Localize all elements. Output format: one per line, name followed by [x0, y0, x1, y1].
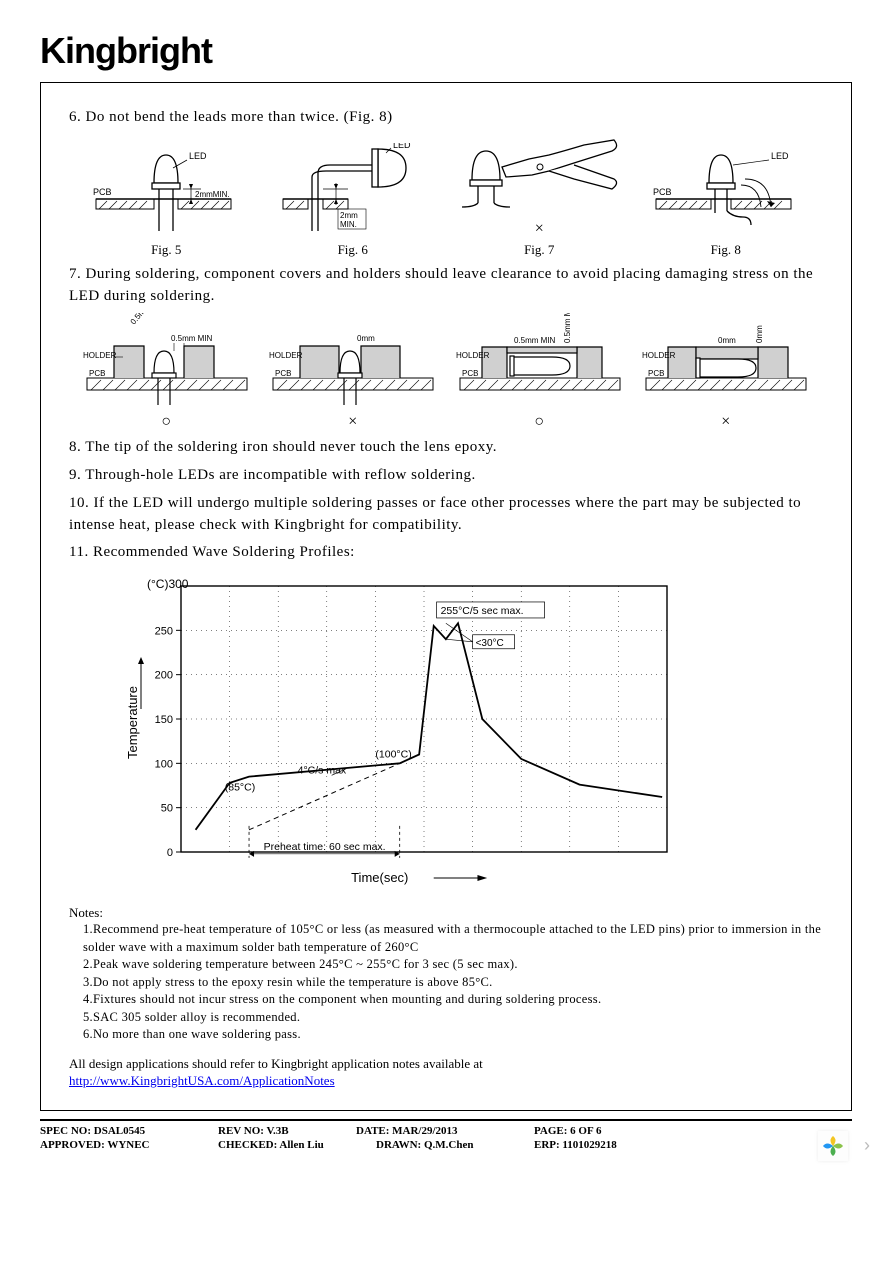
footer: SPEC NO: DSAL0545 REV NO: V.3B DATE: MAR…: [40, 1119, 852, 1151]
footer-line-2: APPROVED: WYNEC CHECKED: Allen Liu DRAWN…: [40, 1139, 852, 1151]
svg-text:HOLDER: HOLDER: [83, 351, 117, 360]
note-2: 2.Peak wave soldering temperature betwee…: [69, 956, 823, 974]
svg-text:PCB: PCB: [648, 369, 664, 378]
footer-drawn: DRAWN: Q.M.Chen: [376, 1139, 506, 1151]
fig7-label: Fig. 7: [446, 242, 633, 258]
figure-8: LED PCB Fig. 8: [633, 143, 820, 258]
figure-5: LED PCB 2mmMIN. Fig. 5: [73, 143, 260, 258]
holder-diagram-2: HOLDER PCB 0mm ×: [260, 313, 447, 431]
svg-text:250: 250: [155, 625, 173, 637]
footer-page: PAGE: 6 OF 6: [534, 1125, 602, 1137]
brand-logo: Kingbright: [40, 30, 852, 72]
svg-text:Temperature: Temperature: [125, 686, 140, 759]
fig5-pcb-label: PCB: [93, 187, 112, 197]
d2-mark: ×: [260, 413, 447, 431]
note-1: 1.Recommend pre-heat temperature of 105°…: [69, 921, 823, 956]
figure-row-2: HOLDER PCB 0.5mm MIN 0.5mm MIN ○: [69, 313, 823, 431]
fig8-led-label: LED: [771, 151, 789, 161]
nav-widget: ›: [818, 1131, 880, 1161]
instruction-10: 10. If the LED will undergo multiple sol…: [69, 493, 823, 537]
svg-text:0mm: 0mm: [755, 325, 764, 343]
holder-diagram-3: HOLDER PCB 0.5mm MIN 0.5mm MIN ○: [446, 313, 633, 431]
footer-spec: SPEC NO: DSAL0545: [40, 1125, 190, 1137]
content-box: 6. Do not bend the leads more than twice…: [40, 82, 852, 1111]
d1-mark: ○: [73, 413, 260, 431]
soldering-profile-chart: 0 50 100 150 200 250 (°C)300 Temperature Time(se…: [119, 572, 679, 897]
svg-text:(100°C): (100°C): [375, 748, 411, 760]
figure-6: LED 2mm MIN. Fig. 6: [260, 143, 447, 258]
instruction-9: 9. Through-hole LEDs are incompatible wi…: [69, 465, 823, 487]
d4-mark: ×: [633, 413, 820, 431]
instruction-8: 8. The tip of the soldering iron should …: [69, 437, 823, 459]
fig5-led-label: LED: [189, 151, 207, 161]
fig8-label: Fig. 8: [633, 242, 820, 258]
svg-text:200: 200: [155, 670, 173, 682]
next-page-arrow[interactable]: ›: [854, 1133, 880, 1159]
fig6-dim: 2mm: [340, 211, 358, 220]
svg-text:0.5mm MIN: 0.5mm MIN: [563, 313, 572, 343]
svg-text:HOLDER: HOLDER: [269, 351, 303, 360]
svg-text:PCB: PCB: [275, 369, 291, 378]
svg-text:Time(sec): Time(sec): [351, 870, 408, 885]
svg-text:HOLDER: HOLDER: [456, 351, 490, 360]
note-4: 4.Fixtures should not incur stress on th…: [69, 991, 823, 1009]
footer-erp: ERP: 1101029218: [534, 1139, 617, 1151]
svg-text:0mm: 0mm: [718, 336, 736, 345]
svg-text:0.5mm MIN: 0.5mm MIN: [514, 336, 556, 345]
instruction-6: 6. Do not bend the leads more than twice…: [69, 107, 823, 129]
app-note-link[interactable]: http://www.KingbrightUSA.com/Application…: [69, 1073, 335, 1088]
svg-text:255°C/5 sec max.: 255°C/5 sec max.: [441, 605, 524, 617]
footer-line-1: SPEC NO: DSAL0545 REV NO: V.3B DATE: MAR…: [40, 1125, 852, 1137]
instruction-7: 7. During soldering, component covers an…: [69, 264, 823, 308]
svg-text:50: 50: [161, 803, 173, 815]
instruction-11: 11. Recommended Wave Soldering Profiles:: [69, 542, 823, 564]
svg-text:4°C/s max: 4°C/s max: [298, 764, 347, 776]
footer-checked: CHECKED: Allen Liu: [218, 1139, 348, 1151]
page: Kingbright 6. Do not bend the leads more…: [0, 0, 892, 1173]
svg-text:0.5mm MIN: 0.5mm MIN: [128, 313, 162, 326]
svg-text:HOLDER: HOLDER: [642, 351, 676, 360]
svg-text:0.5mm MIN: 0.5mm MIN: [171, 334, 213, 343]
fig5-label: Fig. 5: [73, 242, 260, 258]
note-5: 5.SAC 305 solder alloy is recommended.: [69, 1009, 823, 1027]
figure-7: × Fig. 7: [446, 135, 633, 258]
note-6: 6.No more than one wave soldering pass.: [69, 1026, 823, 1044]
svg-text:0: 0: [167, 847, 173, 859]
footer-date: DATE: MAR/29/2013: [356, 1125, 506, 1137]
fig8-pcb-label: PCB: [653, 187, 672, 197]
svg-text:(85°C): (85°C): [225, 782, 255, 794]
holder-diagram-4: HOLDER PCB 0mm 0mm ×: [633, 313, 820, 431]
svg-text:150: 150: [155, 714, 173, 726]
svg-text:(°C)300: (°C)300: [147, 577, 189, 591]
d3-mark: ○: [446, 413, 633, 431]
svg-text:0mm: 0mm: [357, 334, 375, 343]
footer-approved: APPROVED: WYNEC: [40, 1139, 190, 1151]
footer-rev: REV NO: V.3B: [218, 1125, 328, 1137]
fig6-label: Fig. 6: [260, 242, 447, 258]
figure-row-1: LED PCB 2mmMIN. Fig. 5: [69, 135, 823, 258]
app-note-text: All design applications should refer to …: [69, 1056, 823, 1072]
holder-diagram-1: HOLDER PCB 0.5mm MIN 0.5mm MIN ○: [73, 313, 260, 431]
fig5-dim: 2mmMIN.: [195, 190, 230, 199]
svg-text:PCB: PCB: [462, 369, 478, 378]
notes-header: Notes:: [69, 905, 823, 921]
svg-text:PCB: PCB: [89, 369, 105, 378]
fig6-led-label: LED: [393, 143, 411, 150]
svg-text:Preheat time: 60 sec max.: Preheat time: 60 sec max.: [264, 841, 386, 853]
svg-text:<30°C: <30°C: [476, 638, 504, 649]
note-3: 3.Do not apply stress to the epoxy resin…: [69, 974, 823, 992]
svg-text:100: 100: [155, 758, 173, 770]
svg-text:MIN.: MIN.: [340, 220, 357, 229]
leaf-logo-icon[interactable]: [818, 1131, 848, 1161]
